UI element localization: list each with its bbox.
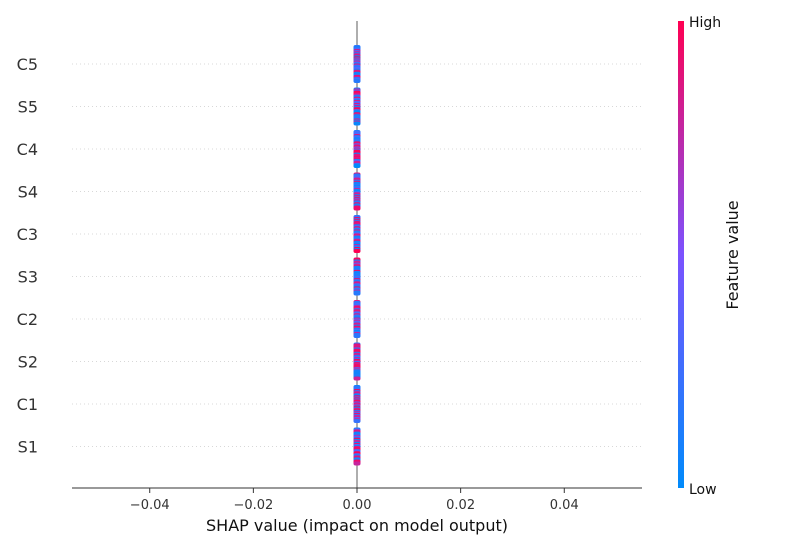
points-layer (353, 45, 361, 466)
point (353, 164, 361, 168)
x-tick-label: 0.02 (446, 498, 475, 513)
point (353, 334, 361, 338)
feature-label-s1: S1 (18, 438, 38, 457)
feature-label-s5: S5 (18, 98, 38, 117)
point (353, 206, 361, 211)
colorbar: High Low Feature value (678, 15, 742, 498)
point (353, 291, 361, 296)
feature-label-c3: C3 (17, 225, 38, 244)
point (353, 461, 361, 466)
x-tick-label: 0.00 (343, 498, 372, 513)
x-tick-label: −0.02 (233, 498, 273, 513)
feature-label-c1: C1 (17, 395, 38, 414)
feature-label-c2: C2 (17, 310, 38, 329)
feature-label-s4: S4 (18, 183, 38, 202)
colorbar-low-label: Low (689, 482, 717, 498)
point (353, 121, 361, 126)
feature-labels: C5 S5 C4 S4 C3 S3 C2 S2 C1 S1 (17, 55, 38, 457)
point (353, 419, 361, 423)
point (353, 79, 361, 83)
feature-label-c5: C5 (17, 55, 38, 74)
point (353, 249, 361, 253)
colorbar-high-label: High (689, 15, 721, 31)
x-axis: −0.04 −0.02 0.00 0.02 0.04 SHAP value (impac… (72, 487, 642, 535)
x-axis-title: SHAP value (impact on model output) (206, 516, 508, 535)
x-ticks: −0.04 −0.02 0.00 0.02 0.04 (130, 488, 579, 513)
colorbar-title: Feature value (723, 200, 742, 309)
colorbar-gradient (678, 21, 684, 488)
feature-label-s2: S2 (18, 353, 38, 372)
x-tick-label: −0.04 (130, 498, 170, 513)
feature-label-c4: C4 (17, 140, 38, 159)
x-tick-label: 0.04 (550, 498, 579, 513)
point (353, 376, 361, 381)
feature-label-s3: S3 (18, 268, 38, 287)
